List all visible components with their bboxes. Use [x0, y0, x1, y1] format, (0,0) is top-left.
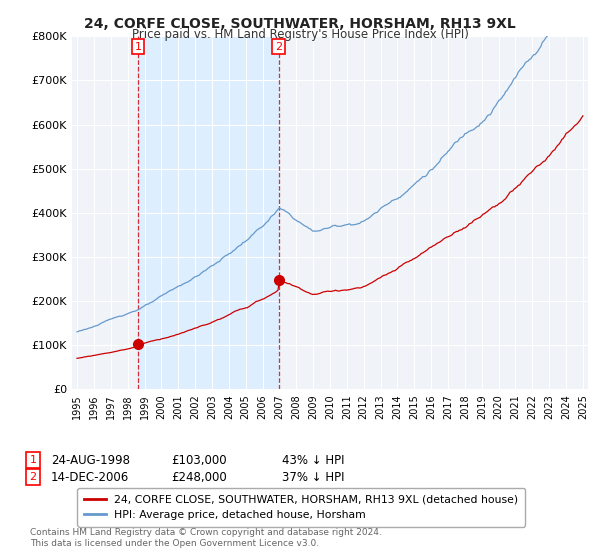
Text: £248,000: £248,000 — [171, 470, 227, 484]
Text: Price paid vs. HM Land Registry's House Price Index (HPI): Price paid vs. HM Land Registry's House … — [131, 28, 469, 41]
Text: £103,000: £103,000 — [171, 454, 227, 467]
Text: 2: 2 — [275, 41, 282, 52]
Legend: 24, CORFE CLOSE, SOUTHWATER, HORSHAM, RH13 9XL (detached house), HPI: Average pr: 24, CORFE CLOSE, SOUTHWATER, HORSHAM, RH… — [77, 488, 525, 526]
Text: 24, CORFE CLOSE, SOUTHWATER, HORSHAM, RH13 9XL: 24, CORFE CLOSE, SOUTHWATER, HORSHAM, RH… — [84, 17, 516, 31]
Text: 37% ↓ HPI: 37% ↓ HPI — [282, 470, 344, 484]
Bar — [138, 36, 279, 389]
Text: 14-DEC-2006: 14-DEC-2006 — [51, 470, 129, 484]
Text: 24-AUG-1998: 24-AUG-1998 — [51, 454, 130, 467]
Text: Contains HM Land Registry data © Crown copyright and database right 2024.
This d: Contains HM Land Registry data © Crown c… — [30, 528, 382, 548]
Text: 43% ↓ HPI: 43% ↓ HPI — [282, 454, 344, 467]
Text: 1: 1 — [134, 41, 142, 52]
Text: 1: 1 — [29, 455, 37, 465]
Text: 2: 2 — [29, 472, 37, 482]
